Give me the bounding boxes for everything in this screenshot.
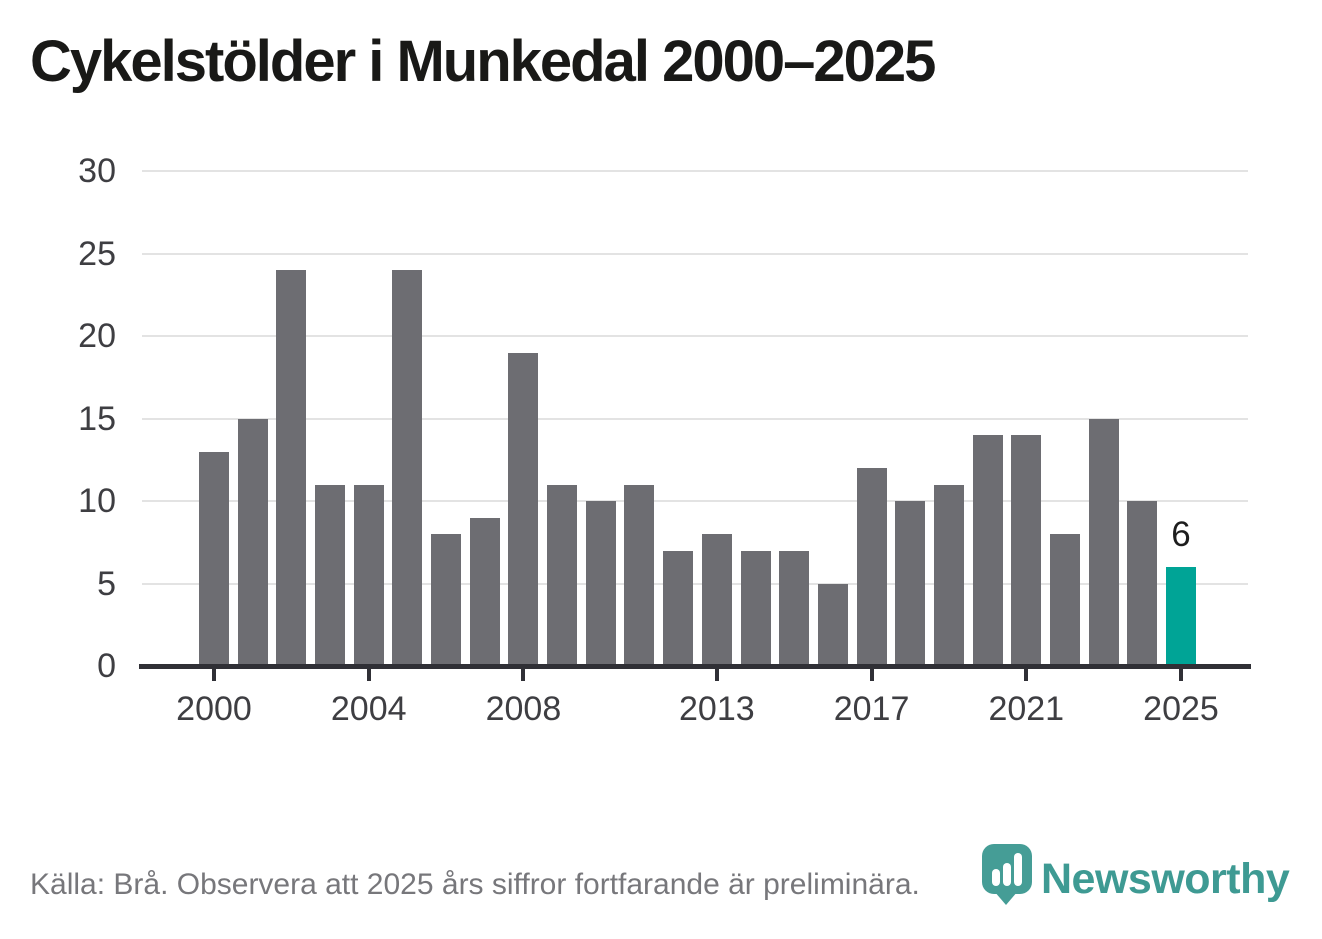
bar-2004 <box>353 484 384 666</box>
y-axis-tick-label-5: 5 <box>97 564 116 603</box>
source-note: Källa: Brå. Observera att 2025 års siffr… <box>30 868 920 901</box>
bar-2002 <box>276 270 307 666</box>
bar-2000 <box>199 451 229 666</box>
bar-2021 <box>1011 435 1042 666</box>
bar-2007 <box>469 517 500 666</box>
bar-2003 <box>315 484 346 666</box>
x-axis-tick-2021 <box>1024 669 1029 681</box>
x-axis-tick-2025 <box>1179 669 1183 681</box>
bar-2018 <box>895 501 926 666</box>
x-axis-tick-2004 <box>366 669 371 681</box>
x-axis-tick-2008 <box>521 669 526 681</box>
bar-2019 <box>933 484 964 666</box>
bar-2015 <box>779 550 810 666</box>
bar-2016 <box>817 583 848 666</box>
bar-2013 <box>701 534 732 666</box>
bar-2014 <box>740 550 771 666</box>
x-axis-tick-label-2025: 2025 <box>1143 690 1219 728</box>
bar-2025 <box>1166 567 1196 666</box>
x-axis-tick-label-2000: 2000 <box>176 690 252 728</box>
x-axis-tick-2000 <box>212 669 216 681</box>
x-axis-line <box>139 664 1251 669</box>
gridline-y-15 <box>142 417 1248 420</box>
gridline-y-30 <box>142 170 1248 172</box>
y-axis-tick-label-25: 25 <box>78 234 116 273</box>
bar-2023 <box>1088 418 1119 666</box>
bar-2012 <box>663 550 694 666</box>
page-title: Cykelstölder i Munkedal 2000–2025 <box>30 29 936 94</box>
bar-2006 <box>431 534 462 666</box>
gridline-y-20 <box>142 335 1248 337</box>
y-axis-tick-label-10: 10 <box>78 482 116 520</box>
bar-2008 <box>508 352 539 666</box>
x-axis-tick-label-2004: 2004 <box>330 690 407 728</box>
x-axis-tick-2013 <box>714 669 719 681</box>
x-axis-tick-2017 <box>869 669 874 681</box>
bar-2017 <box>856 468 887 666</box>
x-axis-tick-label-2021: 2021 <box>988 690 1065 728</box>
bar-2010 <box>585 501 616 666</box>
x-axis-tick-label-2008: 2008 <box>485 690 562 728</box>
y-axis-tick-label-0: 0 <box>97 647 116 685</box>
y-axis-tick-label-20: 20 <box>78 317 116 355</box>
gridline-y-5 <box>142 582 1248 585</box>
newsworthy-wordmark: Newsworthy <box>1041 855 1290 903</box>
bar-2005 <box>392 270 423 666</box>
bar-2009 <box>547 484 578 666</box>
bar-2022 <box>1049 534 1080 666</box>
highlight-value-label: 6 <box>1171 515 1191 554</box>
bar-2020 <box>972 435 1003 666</box>
bar-2024 <box>1127 501 1158 666</box>
y-axis-tick-label-15: 15 <box>78 399 116 438</box>
bar-2011 <box>624 484 655 666</box>
x-axis-tick-label-2017: 2017 <box>833 690 910 728</box>
gridline-y-25 <box>142 252 1248 255</box>
x-axis-tick-label-2013: 2013 <box>679 690 755 728</box>
bar-2001 <box>237 418 268 666</box>
y-axis-tick-label-30: 30 <box>78 152 116 190</box>
bar-chart: 0 5 10 15 20 25 30 2000 2004 2008 2013 2017 2021 2025… <box>78 152 1251 728</box>
newsworthy-pin-barchart-icon <box>982 844 1032 911</box>
gridline-y-10 <box>142 500 1248 502</box>
